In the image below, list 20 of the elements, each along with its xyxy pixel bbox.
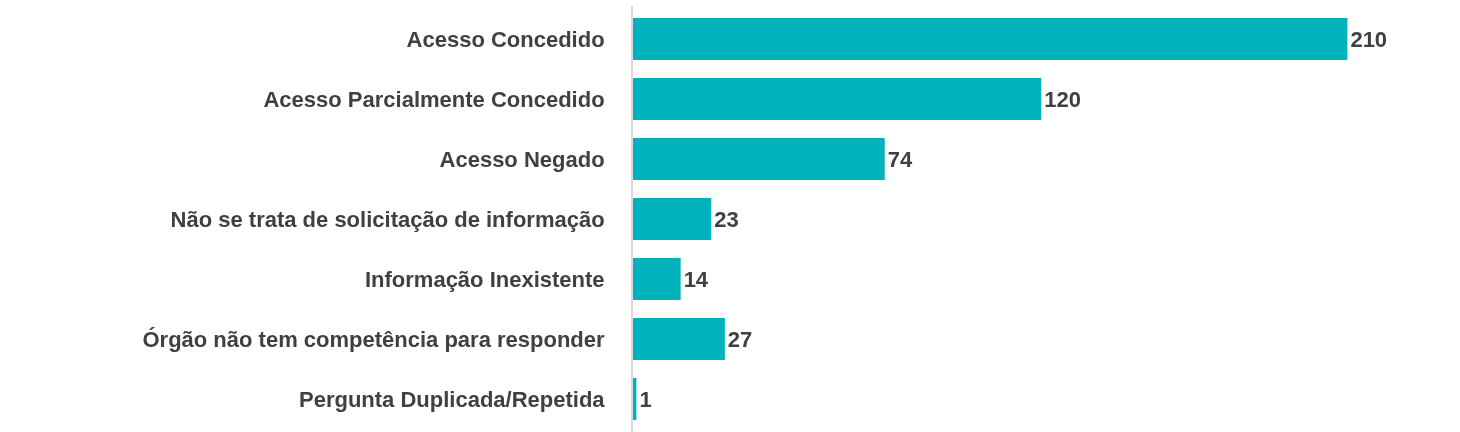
y-tick-label: Pergunta Duplicada/Repetida [298, 386, 606, 412]
data-label: 27 [727, 326, 753, 352]
data-label: 120 [1044, 86, 1081, 112]
y-tick-label: Órgão não tem competência para responder [142, 326, 606, 352]
y-tick-label: Acesso Parcialmente Concedido [263, 86, 605, 112]
bar [633, 138, 885, 180]
bar [633, 78, 1042, 120]
data-label: 1 [639, 386, 652, 412]
data-label: 210 [1350, 26, 1388, 52]
y-tick-label: Acesso Negado [439, 146, 605, 172]
data-label: 14 [683, 266, 709, 292]
bar [633, 198, 712, 240]
bar [633, 258, 681, 300]
bar [633, 318, 725, 360]
data-label: 74 [887, 146, 913, 172]
y-tick-label: Não se trata de solicitação de informação [170, 206, 605, 232]
y-tick-label: Acesso Concedido [406, 26, 605, 52]
data-label: 23 [714, 206, 739, 232]
bar [633, 18, 1348, 60]
y-tick-label: Informação Inexistente [364, 266, 605, 292]
